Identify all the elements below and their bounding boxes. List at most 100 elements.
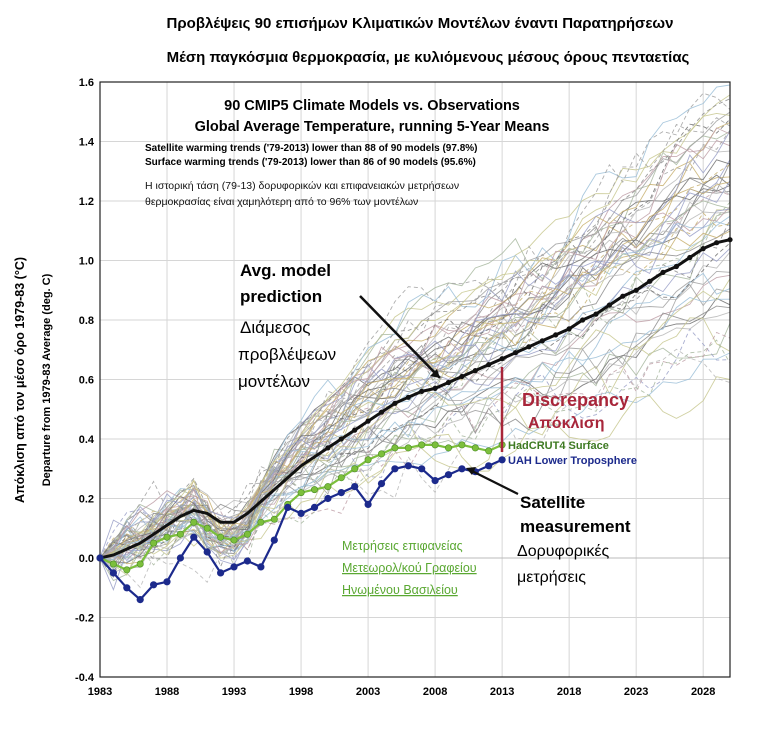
x-tick-label: 2028 bbox=[691, 686, 715, 698]
hadcrut-point bbox=[418, 441, 426, 449]
y-axis-title-english: Departure from 1979-83 Average (deg. C) bbox=[41, 273, 53, 486]
uah-point bbox=[404, 462, 412, 470]
avg-model-point bbox=[499, 356, 505, 362]
avg-model-point bbox=[512, 350, 519, 356]
surface-label-gr-2: Μετεωρολ/κού Γραφείου bbox=[342, 561, 477, 575]
x-tick-label: 1988 bbox=[155, 686, 179, 698]
model-line bbox=[99, 348, 731, 589]
model-line bbox=[99, 122, 731, 559]
model-line bbox=[99, 352, 731, 559]
hadcrut-point bbox=[404, 444, 412, 452]
avg-model-point bbox=[526, 344, 532, 350]
model-line bbox=[99, 112, 731, 559]
model-line bbox=[99, 92, 731, 559]
x-tick-label: 2008 bbox=[423, 686, 447, 698]
avg-model-point bbox=[566, 326, 572, 332]
avg-model-point bbox=[580, 317, 586, 323]
y-tick-label: -0.2 bbox=[75, 613, 94, 625]
model-line bbox=[99, 98, 731, 559]
model-line bbox=[99, 201, 731, 562]
avg-model-point bbox=[352, 427, 358, 433]
model-line bbox=[99, 180, 731, 559]
satellite-label-gr-1: Δορυφορικές bbox=[517, 543, 610, 560]
uah-point bbox=[284, 503, 292, 511]
greek-note-line2: θερμοκρασίας είναι χαμηλότερη από το 96%… bbox=[145, 196, 418, 208]
hadcrut-point bbox=[444, 444, 452, 452]
y-tick-label: 1.6 bbox=[79, 77, 94, 89]
hadcrut-point bbox=[257, 518, 265, 526]
x-tick-label: 2013 bbox=[490, 686, 514, 698]
model-line bbox=[99, 181, 731, 559]
uah-point bbox=[270, 536, 278, 544]
y-axis-title-greek: Απόκλιση από τον μέσο όρο 1979-83 (°C) bbox=[13, 257, 27, 503]
hadcrut-point bbox=[324, 483, 332, 491]
avg-model-point bbox=[378, 409, 385, 415]
surface-trend-note: Surface warming trends ('79-2013) lower … bbox=[145, 157, 476, 168]
avg-model-label-gr-1: Διάμεσος bbox=[240, 318, 310, 337]
uah-point bbox=[458, 465, 466, 473]
avg-model-point bbox=[419, 388, 425, 394]
discrepancy-label-en: Discrepancy bbox=[522, 390, 629, 410]
avg-model-point bbox=[486, 362, 492, 368]
hadcrut-point bbox=[485, 447, 493, 455]
uah-point bbox=[431, 477, 439, 485]
greek-title-line2: Μέση παγκόσμια θερμοκρασία, με κυλιόμενο… bbox=[167, 49, 690, 66]
surface-label-gr-3: Ηνωμένου Βασιλείου bbox=[342, 583, 458, 597]
y-tick-label: 0.8 bbox=[79, 315, 94, 327]
avg-model-point bbox=[432, 385, 438, 391]
model-line bbox=[99, 181, 731, 570]
hadcrut-point bbox=[109, 560, 117, 568]
model-line bbox=[99, 311, 731, 559]
greek-note-line1: Η ιστορική τάση (79-13) δορυφορικών και … bbox=[145, 180, 459, 192]
hadcrut-point bbox=[310, 486, 318, 494]
hadcrut-point bbox=[163, 533, 171, 541]
y-tick-label: 0.4 bbox=[79, 434, 95, 446]
hadcrut-point bbox=[230, 536, 238, 544]
hadcrut-point bbox=[377, 450, 385, 458]
hadcrut-point bbox=[458, 441, 466, 449]
uah-point bbox=[418, 465, 426, 473]
model-line bbox=[99, 242, 731, 559]
hadcrut-point bbox=[203, 524, 211, 532]
satellite-label-gr-2: μετρήσεις bbox=[517, 569, 586, 586]
uah-point bbox=[217, 569, 225, 577]
model-line bbox=[99, 189, 731, 561]
hadcrut-point bbox=[136, 560, 144, 568]
hadcrut-point bbox=[270, 515, 278, 523]
plot-frame bbox=[99, 81, 731, 678]
uah-point bbox=[257, 563, 265, 571]
avg-model-point bbox=[392, 400, 398, 406]
uah-point bbox=[485, 462, 493, 470]
avg-model-point bbox=[553, 332, 559, 338]
uah-point bbox=[444, 471, 453, 479]
satellite-arrowhead bbox=[466, 467, 476, 475]
x-tick-label: 2003 bbox=[356, 686, 380, 698]
model-line bbox=[99, 283, 731, 559]
avg-model-point bbox=[325, 445, 331, 451]
x-tick-label: 1998 bbox=[289, 686, 313, 698]
uah-point bbox=[136, 596, 144, 604]
avg-model-pointer bbox=[359, 295, 441, 379]
uah-point bbox=[351, 483, 359, 491]
discrepancy-label-gr: Απόκλιση bbox=[528, 415, 605, 432]
hadcrut-point bbox=[176, 530, 184, 538]
uah-point bbox=[150, 581, 158, 589]
uah-label: UAH Lower Troposphere bbox=[508, 455, 637, 467]
y-tick-label: 0.0 bbox=[79, 553, 94, 565]
avg-model-point bbox=[633, 287, 639, 293]
uah-point bbox=[310, 503, 319, 511]
uah-point bbox=[190, 533, 198, 541]
model-line bbox=[99, 251, 731, 573]
uah-point bbox=[324, 494, 332, 503]
satellite-trend-note: Satellite warming trends ('79-2013) lowe… bbox=[145, 143, 478, 154]
uah-point bbox=[243, 557, 251, 565]
satellite-label-en-2: measurement bbox=[520, 517, 631, 536]
model-line bbox=[99, 208, 731, 561]
hadcrut-point bbox=[364, 456, 372, 464]
hadcrut-point bbox=[337, 474, 345, 482]
avg-model-point bbox=[593, 311, 599, 317]
y-tick-label: 1.2 bbox=[79, 196, 94, 208]
uah-point bbox=[230, 563, 238, 571]
uah-point bbox=[498, 456, 506, 464]
hadcrut-point bbox=[150, 539, 158, 547]
